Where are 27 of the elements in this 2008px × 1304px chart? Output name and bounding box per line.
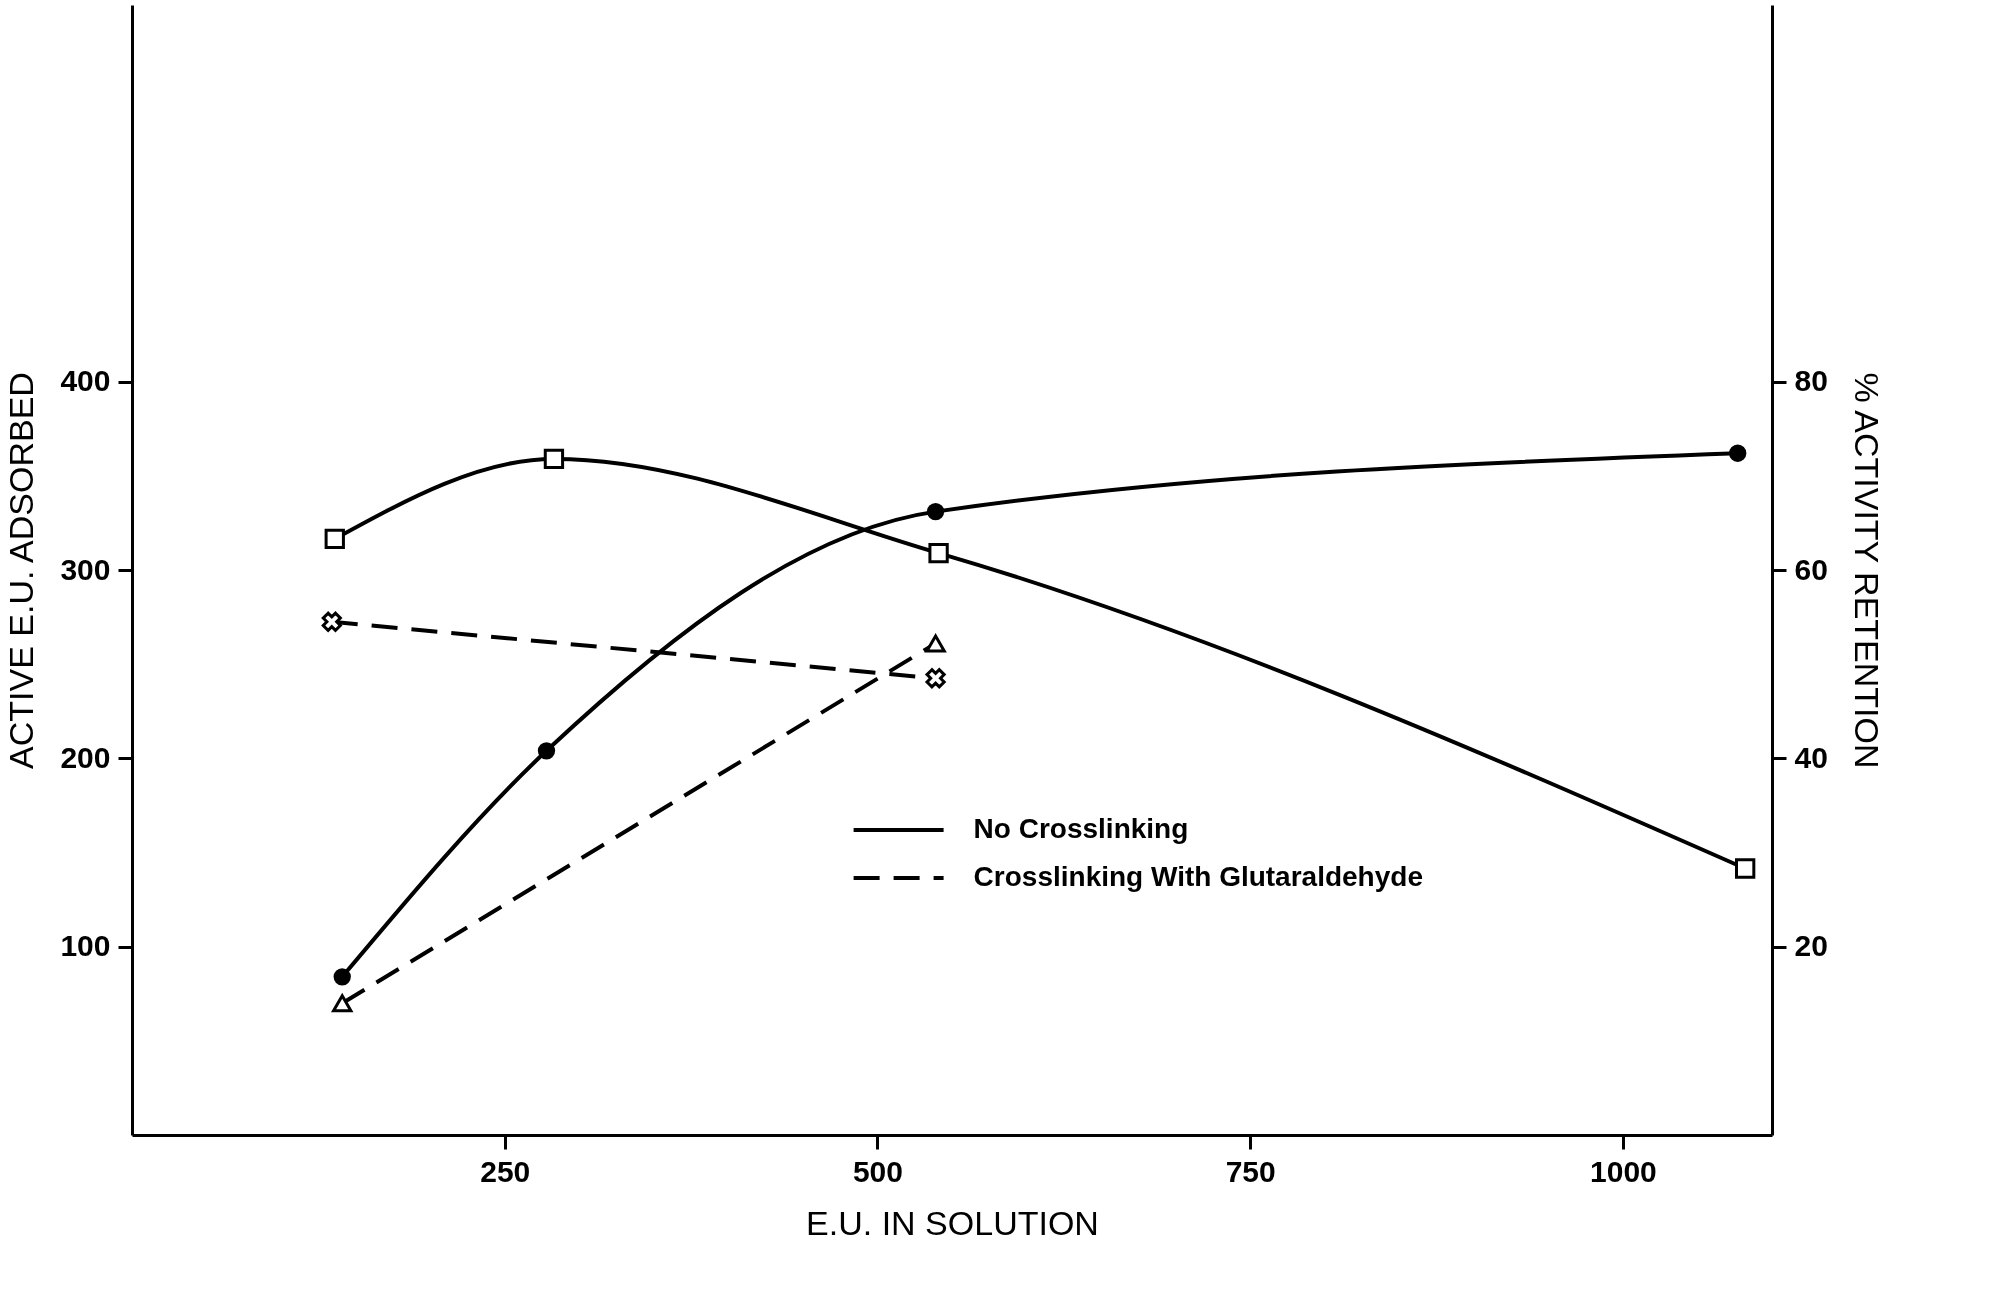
y2-tick-label: 20	[1794, 929, 1828, 963]
point	[543, 448, 565, 470]
x-tick-label: 500	[852, 1154, 903, 1188]
point	[333, 968, 351, 986]
legend-label: No Crosslinking	[973, 812, 1189, 844]
point	[324, 528, 345, 550]
legend-label: Crosslinking With Glutaraldehyde	[973, 860, 1423, 892]
y-tick-label: 100	[60, 929, 111, 963]
y-tick-label: 300	[60, 552, 111, 586]
y-axis-title: ACTIVE E.U. ADSORBED	[2, 372, 41, 769]
x-tick-label: 1000	[1590, 1154, 1657, 1188]
x-tick-label: 250	[480, 1154, 531, 1188]
point	[925, 668, 946, 689]
y2-tick-label: 60	[1794, 552, 1828, 586]
y-tick-label: 200	[60, 740, 111, 774]
y2-axis-title: % ACTIVITY RETENTION	[1847, 372, 1886, 769]
x-tick-label: 750	[1225, 1154, 1276, 1188]
point	[926, 502, 945, 521]
point	[1735, 858, 1756, 879]
y2-tick-label: 80	[1794, 364, 1828, 398]
point	[537, 742, 556, 760]
point	[321, 611, 342, 632]
y2-tick-label: 40	[1794, 740, 1828, 774]
x-axis-title: E.U. IN SOLUTION	[806, 1203, 1099, 1242]
point	[928, 542, 949, 564]
y-tick-label: 400	[60, 364, 111, 398]
point	[1729, 444, 1747, 462]
